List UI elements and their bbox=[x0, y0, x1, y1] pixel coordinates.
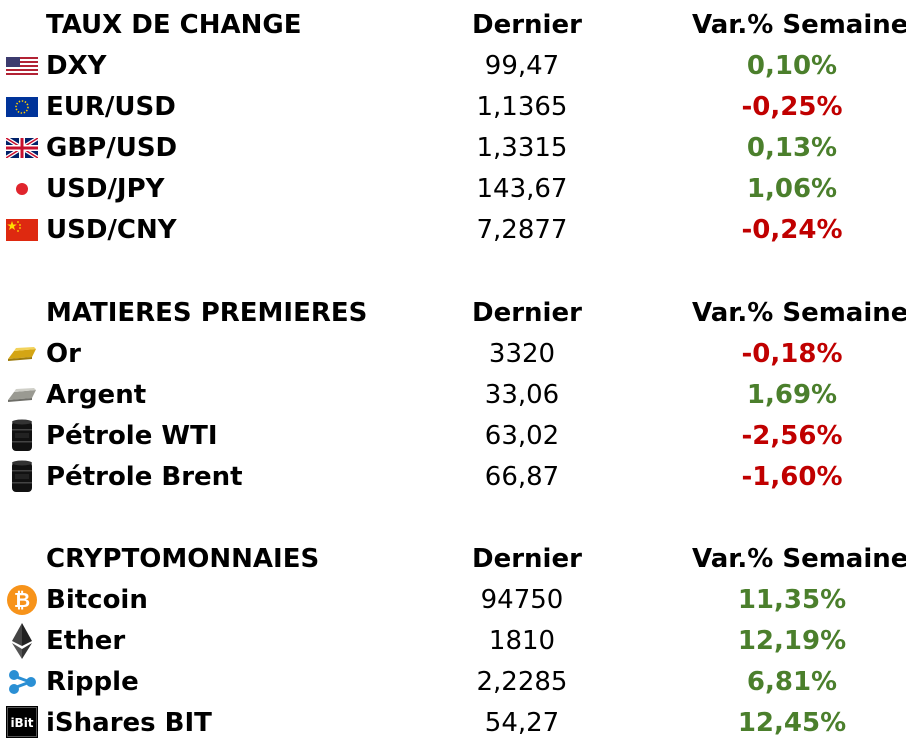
weekly-change: 12,45% bbox=[737, 708, 847, 738]
weekly-change: -0,24% bbox=[741, 215, 843, 245]
instrument-name: Ether bbox=[46, 626, 126, 656]
eu-flag-icon bbox=[6, 93, 38, 121]
instrument-name: USD/CNY bbox=[46, 215, 177, 245]
section-title: TAUX DE CHANGE bbox=[46, 10, 302, 40]
table-row: Or 3320 -0,18% bbox=[0, 334, 906, 374]
table-row: USD/CNY 7,2877 -0,24% bbox=[0, 210, 906, 250]
last-value: 3320 bbox=[488, 339, 556, 369]
ripple-icon bbox=[6, 664, 38, 700]
column-header-var: Var.% Semaine bbox=[692, 544, 906, 574]
silver-bar-icon bbox=[6, 381, 38, 409]
instrument-name: Pétrole Brent bbox=[46, 462, 243, 492]
table-row: EUR/USD 1,1365 -0,25% bbox=[0, 87, 906, 127]
table-row: Pétrole WTI 63,02 -2,56% bbox=[0, 416, 906, 456]
svg-text:₿: ₿ bbox=[14, 588, 30, 612]
table-row: ₿ Bitcoin 94750 11,35% bbox=[0, 580, 906, 620]
instrument-name: Pétrole WTI bbox=[46, 421, 218, 451]
last-value: 94750 bbox=[480, 585, 564, 615]
china-flag-icon bbox=[6, 216, 38, 244]
section-header: TAUX DE CHANGE Dernier Var.% Semaine bbox=[0, 5, 906, 45]
column-header-last: Dernier bbox=[472, 544, 582, 574]
section-title: MATIERES PREMIERES bbox=[46, 298, 368, 328]
japan-flag-icon bbox=[6, 175, 38, 203]
table-row: Argent 33,06 1,69% bbox=[0, 375, 906, 415]
bitcoin-icon: ₿ bbox=[6, 583, 38, 617]
last-value: 143,67 bbox=[476, 174, 568, 204]
column-header-var: Var.% Semaine bbox=[692, 10, 906, 40]
ibit-logo-text: iBit bbox=[10, 716, 33, 730]
last-value: 54,27 bbox=[484, 708, 560, 738]
weekly-change: 11,35% bbox=[737, 585, 847, 615]
weekly-change: -2,56% bbox=[741, 421, 843, 451]
table-row: Ether 1810 12,19% bbox=[0, 621, 906, 661]
last-value: 66,87 bbox=[484, 462, 560, 492]
weekly-change: 0,10% bbox=[746, 51, 838, 81]
column-header-last: Dernier bbox=[472, 298, 582, 328]
last-value: 1,1365 bbox=[476, 92, 568, 122]
last-value: 7,2877 bbox=[476, 215, 568, 245]
section-title: CRYPTOMONNAIES bbox=[46, 544, 320, 574]
weekly-change: -0,18% bbox=[741, 339, 843, 369]
table-row: USD/JPY 143,67 1,06% bbox=[0, 169, 906, 209]
weekly-change: -1,60% bbox=[741, 462, 843, 492]
last-value: 1810 bbox=[488, 626, 556, 656]
weekly-change: 12,19% bbox=[737, 626, 847, 656]
instrument-name: Bitcoin bbox=[46, 585, 148, 615]
last-value: 2,2285 bbox=[476, 667, 568, 697]
table-row: GBP/USD 1,3315 0,13% bbox=[0, 128, 906, 168]
section-header: MATIERES PREMIERES Dernier Var.% Semaine bbox=[0, 293, 906, 333]
table-row: DXY 99,47 0,10% bbox=[0, 46, 906, 86]
column-header-var: Var.% Semaine bbox=[692, 298, 906, 328]
instrument-name: USD/JPY bbox=[46, 174, 165, 204]
instrument-name: Or bbox=[46, 339, 81, 369]
last-value: 63,02 bbox=[484, 421, 560, 451]
oil-barrel-icon bbox=[6, 418, 38, 454]
weekly-change: 0,13% bbox=[746, 133, 838, 163]
instrument-name: DXY bbox=[46, 51, 107, 81]
table-row: iBit iShares BIT 54,27 12,45% bbox=[0, 703, 906, 743]
section-header: CRYPTOMONNAIES Dernier Var.% Semaine bbox=[0, 539, 906, 579]
weekly-change: 1,69% bbox=[746, 380, 838, 410]
ethereum-icon bbox=[6, 621, 38, 661]
instrument-name: Ripple bbox=[46, 667, 139, 697]
ishares-bit-icon: iBit bbox=[6, 705, 38, 739]
column-header-last: Dernier bbox=[472, 10, 582, 40]
uk-flag-icon bbox=[6, 134, 38, 162]
last-value: 33,06 bbox=[484, 380, 560, 410]
oil-barrel-icon bbox=[6, 459, 38, 495]
weekly-change: -0,25% bbox=[741, 92, 843, 122]
us-flag-icon bbox=[6, 52, 38, 80]
last-value: 1,3315 bbox=[476, 133, 568, 163]
table-row: Pétrole Brent 66,87 -1,60% bbox=[0, 457, 906, 497]
weekly-change: 6,81% bbox=[746, 667, 838, 697]
instrument-name: Argent bbox=[46, 380, 147, 410]
weekly-change: 1,06% bbox=[746, 174, 838, 204]
last-value: 99,47 bbox=[484, 51, 560, 81]
instrument-name: iShares BIT bbox=[46, 708, 212, 738]
instrument-name: GBP/USD bbox=[46, 133, 178, 163]
gold-bar-icon bbox=[6, 340, 38, 368]
instrument-name: EUR/USD bbox=[46, 92, 176, 122]
table-row: Ripple 2,2285 6,81% bbox=[0, 662, 906, 702]
